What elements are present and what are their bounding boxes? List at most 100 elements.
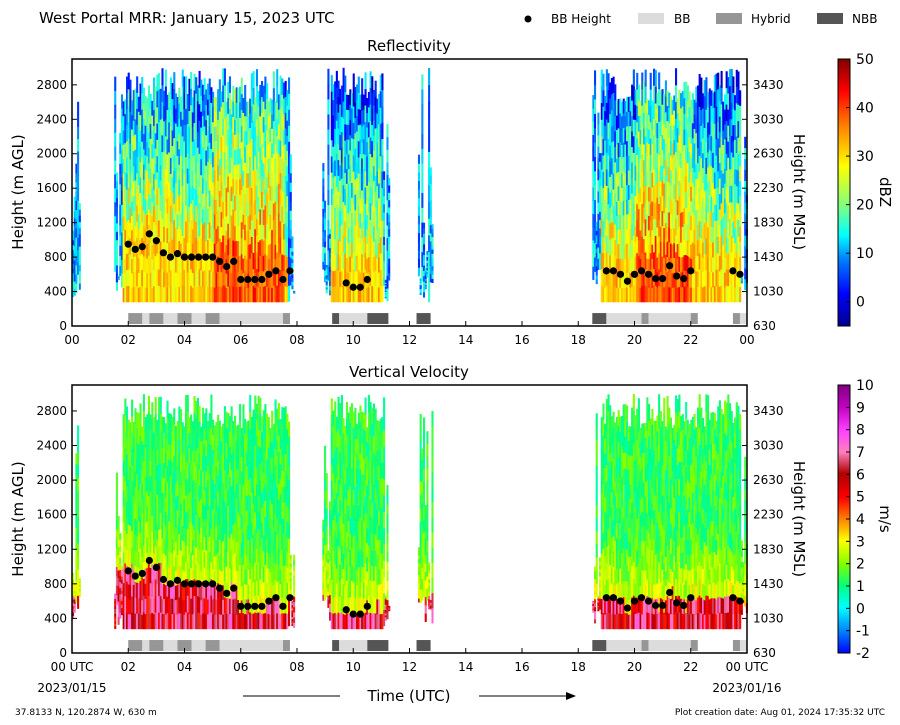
field-cell [119, 132, 122, 144]
field-cell [147, 528, 151, 546]
field-cell [215, 126, 218, 142]
field-cell [622, 171, 625, 187]
y-tick-label-right: 3030 [753, 112, 784, 126]
field-cell [191, 126, 194, 142]
field-cell [72, 235, 75, 241]
field-cell [703, 206, 706, 224]
field-cell [235, 541, 238, 557]
field-cell [136, 285, 139, 303]
field-cell [154, 479, 157, 497]
field-cell [137, 155, 140, 171]
field-cell [661, 165, 664, 181]
field-cell [191, 436, 194, 452]
field-cell [183, 237, 186, 254]
field-cell [351, 93, 354, 109]
field-cell [144, 272, 147, 288]
field-cell [220, 241, 223, 258]
field-cell [592, 253, 595, 267]
field-cell [632, 218, 635, 236]
field-cell [198, 268, 201, 286]
field-cell [648, 114, 651, 130]
y-tick-label: 0 [59, 319, 67, 333]
field-cell [215, 287, 218, 303]
field-cell [119, 539, 122, 546]
field-cell [428, 251, 431, 269]
field-cell [208, 78, 211, 95]
field-cell [213, 614, 216, 630]
field-cell [136, 269, 139, 287]
field-cell [708, 286, 711, 303]
field-cell [144, 198, 147, 214]
field-cell [678, 119, 681, 136]
field-cell [215, 614, 218, 630]
field-cell [691, 257, 694, 273]
field-cell [73, 592, 76, 596]
field-cell [710, 271, 713, 288]
field-cell [379, 139, 382, 157]
field-cell [624, 144, 627, 159]
field-cell [257, 478, 260, 497]
field-cell [267, 230, 270, 245]
field-cell [429, 257, 432, 267]
field-cell [357, 269, 360, 287]
field-cell [352, 138, 355, 156]
field-cell [329, 266, 332, 272]
field-cell [374, 128, 377, 145]
field-cell [691, 93, 694, 109]
field-cell [361, 110, 364, 127]
field-cell [78, 594, 81, 597]
field-cell [213, 483, 216, 499]
field-cell [249, 229, 252, 245]
field-cell [744, 278, 747, 291]
field-cell [646, 243, 649, 259]
field-cell [693, 186, 696, 202]
field-cell [428, 235, 431, 253]
field-cell [291, 243, 294, 249]
field-cell [242, 243, 245, 259]
field-cell [223, 612, 226, 630]
field-cell [646, 156, 649, 172]
field-cell [646, 142, 649, 158]
field-cell [610, 125, 613, 143]
field-cell [356, 146, 359, 163]
field-cell [431, 270, 434, 275]
field-cell [114, 257, 117, 272]
field-cell [228, 140, 232, 158]
field-cell [139, 516, 142, 533]
bb-height-point [159, 249, 168, 257]
field-cell [136, 504, 139, 521]
field-cell [163, 417, 166, 433]
field-cell [250, 203, 253, 221]
field-cell [198, 421, 201, 438]
field-cell [234, 415, 237, 432]
field-cell [423, 286, 426, 293]
field-cell [695, 271, 698, 287]
field-cell [668, 92, 671, 108]
field-cell [203, 444, 206, 460]
field-cell [419, 282, 422, 285]
field-cell [191, 510, 194, 526]
field-cell [222, 68, 225, 86]
field-cell [119, 234, 122, 246]
field-cell [169, 189, 172, 207]
field-cell [139, 500, 142, 517]
field-cell [332, 161, 335, 178]
field-cell [205, 534, 208, 551]
field-cell [428, 285, 431, 303]
field-cell [151, 466, 154, 484]
field-cell [388, 214, 391, 223]
field-cell [129, 95, 132, 112]
field-cell [429, 232, 432, 242]
field-cell [218, 435, 221, 451]
field-cell [379, 123, 382, 141]
field-cell [609, 98, 612, 115]
field-cell [77, 249, 80, 263]
field-cell [740, 279, 743, 281]
field-cell [181, 268, 184, 286]
field-cell [208, 413, 211, 429]
field-cell [686, 100, 689, 117]
field-cell [291, 255, 294, 260]
field-cell [136, 173, 139, 190]
field-cell [154, 546, 157, 564]
field-cell [201, 423, 205, 440]
